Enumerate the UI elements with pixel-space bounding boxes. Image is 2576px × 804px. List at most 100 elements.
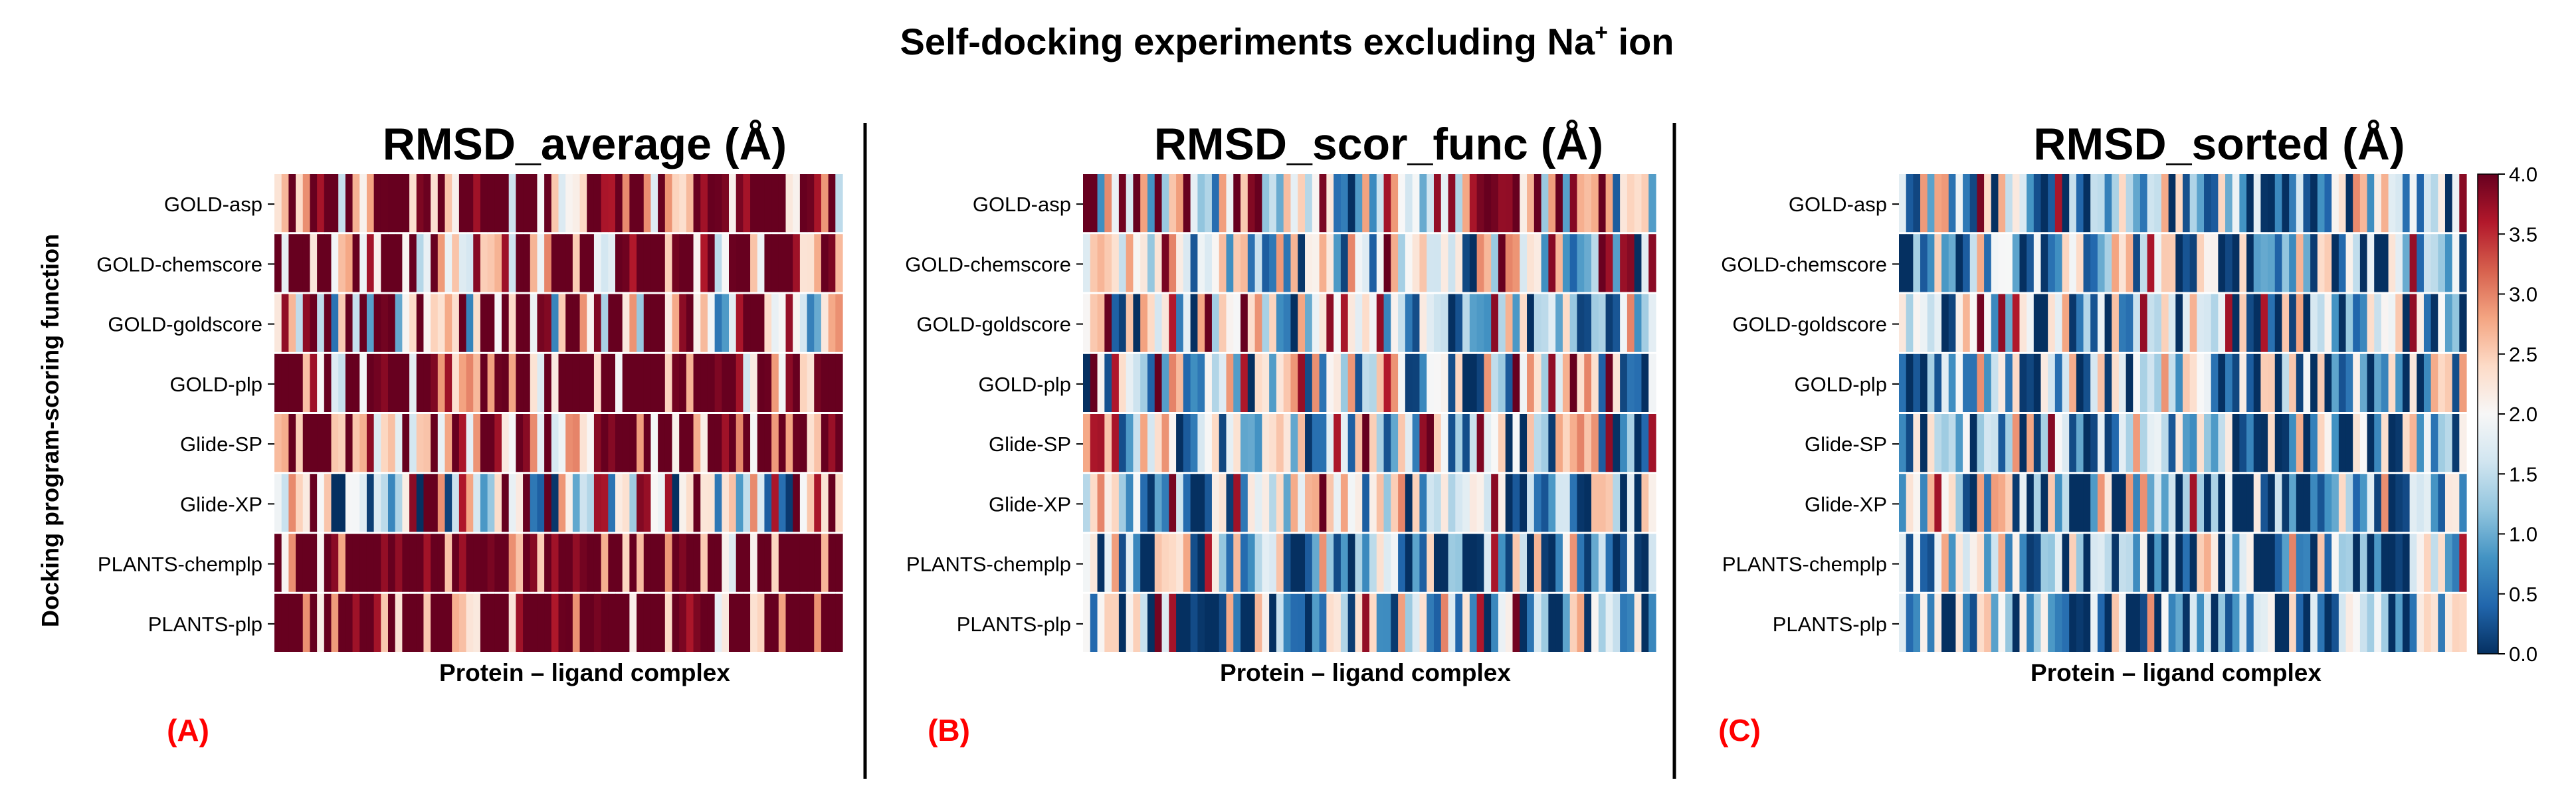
heatmap-cell: [2409, 534, 2417, 592]
heatmap-cell: [593, 174, 602, 233]
heatmap-cell: [579, 234, 587, 292]
heatmap-cell: [2027, 534, 2034, 592]
heatmap-cell: [2218, 534, 2226, 592]
heatmap-cell: [1090, 593, 1098, 652]
heatmap-cell: [1419, 174, 1427, 233]
heatmap-cell: [2062, 414, 2070, 472]
heatmap-cell: [1555, 474, 1563, 532]
heatmap-cell: [2126, 294, 2133, 352]
heatmap-cell: [1133, 294, 1141, 352]
heatmap-cell: [458, 174, 467, 233]
heatmap-cell: [1977, 353, 1985, 412]
heatmap-cell: [1126, 474, 1134, 532]
heatmap-cell: [2168, 534, 2176, 592]
heatmap-cell: [2239, 174, 2247, 233]
heatmap-cell: [750, 414, 758, 472]
heatmap-cell: [785, 593, 793, 652]
heatmap-cell: [1984, 353, 1992, 412]
heatmap-cell: [2005, 474, 2013, 532]
heatmap-cell: [551, 353, 559, 412]
heatmap-cell: [1126, 234, 1134, 292]
heatmap-cell: [672, 174, 680, 233]
heatmap-cell: [1998, 294, 2006, 352]
heatmap-cell: [579, 414, 587, 472]
row-label: GOLD-plp: [169, 373, 262, 396]
heatmap-cell: [686, 474, 694, 532]
heatmap-cell: [722, 593, 730, 652]
heatmap-cell: [409, 593, 417, 652]
heatmap-cell: [615, 474, 623, 532]
heatmap-cell: [764, 534, 772, 592]
heatmap-cell: [2444, 414, 2453, 472]
figure-title-superscript: +: [1595, 20, 1608, 45]
heatmap-cell: [1534, 353, 1542, 412]
heatmap-cell: [1118, 534, 1127, 592]
heatmap-cell: [1505, 593, 1514, 652]
heatmap-cell: [2296, 353, 2304, 412]
heatmap-cell: [821, 414, 829, 472]
heatmap-cell: [445, 414, 452, 472]
heatmap-cell: [835, 534, 843, 592]
heatmap-cell: [310, 294, 318, 352]
heatmap-cell: [1527, 234, 1535, 292]
heatmap-cell: [381, 534, 389, 592]
heatmap-cell: [1505, 234, 1514, 292]
heatmap-cell: [2417, 474, 2425, 532]
heatmap-cell: [1620, 593, 1628, 652]
heatmap-cell: [2118, 174, 2127, 233]
heatmap-cell: [1462, 353, 1470, 412]
heatmap-cell: [1977, 534, 1985, 592]
heatmap-cell: [1555, 234, 1563, 292]
heatmap-cell: [1226, 294, 1234, 352]
heatmap-cell: [1276, 353, 1284, 412]
heatmap-cell: [544, 174, 552, 233]
heatmap-cell: [714, 234, 722, 292]
heatmap-cell: [807, 234, 815, 292]
heatmap-cell: [2253, 593, 2262, 652]
heatmap-cell: [1448, 474, 1456, 532]
heatmap-cell: [2317, 534, 2326, 592]
heatmap-cell: [778, 174, 787, 233]
heatmap-cell: [764, 414, 772, 472]
heatmap-cell: [416, 234, 425, 292]
heatmap-cell: [828, 294, 836, 352]
heatmap-cell: [1512, 534, 1520, 592]
heatmap-cell: [1097, 474, 1105, 532]
heatmap-cell: [1334, 593, 1341, 652]
heatmap-cell: [2381, 593, 2389, 652]
heatmap-cell: [793, 174, 801, 233]
heatmap-cell: [2268, 474, 2276, 532]
heatmap-cell: [1097, 174, 1105, 233]
heatmap-cell: [1247, 474, 1256, 532]
heatmap-cell: [530, 174, 538, 233]
heatmap-cell: [2104, 174, 2112, 233]
heatmap-cell: [1340, 174, 1349, 233]
heatmap-cell: [1955, 534, 1963, 592]
heatmap-cell: [835, 414, 843, 472]
heatmap-cell: [743, 534, 751, 592]
heatmap-cell: [1126, 414, 1134, 472]
heatmap-cell: [2345, 534, 2353, 592]
panel-a-xlabel: Protein – ligand complex: [439, 659, 730, 686]
figure-title-main: Self-docking experiments excluding Na: [900, 21, 1595, 62]
heatmap-cell: [1254, 174, 1262, 233]
heatmap-cell: [700, 353, 708, 412]
heatmap-cell: [2395, 414, 2403, 472]
heatmap-cell: [2097, 294, 2106, 352]
heatmap-cell: [2083, 174, 2091, 233]
heatmap-cell: [1641, 353, 1649, 412]
heatmap-cell: [2310, 534, 2318, 592]
heatmap-cell: [1147, 234, 1155, 292]
heatmap-cell: [757, 294, 765, 352]
heatmap-cell: [502, 234, 510, 292]
heatmap-cell: [2204, 353, 2212, 412]
heatmap-cell: [1584, 414, 1592, 472]
heatmap-cell: [1326, 474, 1334, 532]
heatmap-cell: [2104, 414, 2112, 472]
heatmap-cell: [1648, 353, 1656, 412]
heatmap-cell: [1090, 353, 1098, 412]
heatmap-cell: [2154, 353, 2162, 412]
heatmap-cell: [1469, 294, 1478, 352]
heatmap-cell: [416, 174, 425, 233]
heatmap-cell: [2338, 474, 2347, 532]
